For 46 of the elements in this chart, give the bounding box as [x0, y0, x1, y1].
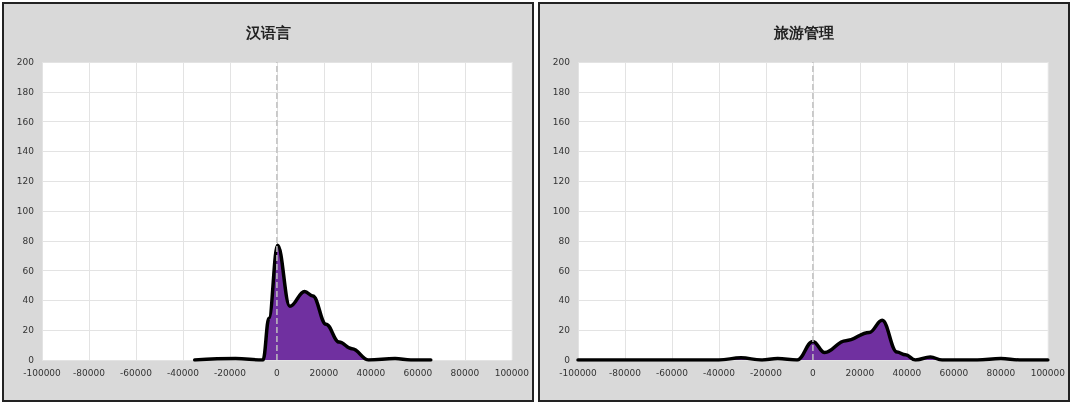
x-tick-label: 20000 — [845, 367, 875, 378]
x-tick-label: 60000 — [403, 367, 433, 378]
y-tick-label: 200 — [16, 57, 35, 67]
chart-title: 旅游管理 — [773, 23, 834, 42]
y-tick-label: 100 — [552, 206, 571, 216]
x-tick-label: -60000 — [656, 367, 689, 378]
y-tick-label: 40 — [558, 295, 571, 306]
y-tick-label: 20 — [22, 325, 35, 336]
x-tick-label: -40000 — [703, 367, 736, 378]
x-tick-label: 80000 — [450, 367, 480, 378]
y-tick-label: 140 — [552, 146, 571, 157]
y-tick-label: 120 — [552, 176, 571, 187]
y-tick-label: 200 — [552, 57, 571, 67]
y-tick-label: 180 — [552, 86, 571, 97]
y-tick-label: 120 — [16, 176, 35, 187]
x-tick-label: -60000 — [120, 367, 153, 378]
y-tick-label: 160 — [552, 116, 571, 127]
chart-title: 汉语言 — [244, 23, 291, 42]
x-tick-label: 40000 — [892, 367, 922, 378]
y-tick-label: 180 — [16, 86, 35, 97]
x-tick-label: -20000 — [749, 367, 783, 378]
x-tick-label: 20000 — [309, 367, 339, 378]
x-tick-label: 40000 — [356, 367, 386, 378]
y-tick-label: 160 — [16, 116, 35, 127]
y-tick-label: 20 — [558, 325, 571, 336]
x-tick-label: 60000 — [939, 367, 969, 378]
x-tick-label: 80000 — [986, 367, 1016, 378]
x-tick-label: -20000 — [213, 367, 247, 378]
y-tick-label: 80 — [22, 235, 35, 246]
x-tick-label: -100000 — [559, 367, 598, 378]
x-tick-label: 0 — [810, 367, 817, 378]
y-tick-label: 0 — [28, 355, 35, 365]
y-tick-label: 40 — [22, 295, 35, 306]
y-tick-label: 60 — [22, 265, 35, 276]
y-tick-label: 80 — [558, 235, 571, 246]
y-tick-label: 140 — [16, 146, 35, 157]
y-tick-label: 100 — [16, 206, 35, 216]
x-tick-label: -80000 — [609, 367, 642, 378]
x-tick-label: -80000 — [73, 367, 106, 378]
y-tick-label: 0 — [564, 355, 571, 365]
x-tick-label: -40000 — [167, 367, 200, 378]
x-tick-label: 100000 — [494, 367, 530, 378]
x-tick-label: 100000 — [1030, 367, 1066, 378]
y-tick-label: 60 — [558, 265, 571, 276]
x-tick-label: 0 — [274, 367, 281, 378]
x-tick-label: -100000 — [23, 367, 62, 378]
